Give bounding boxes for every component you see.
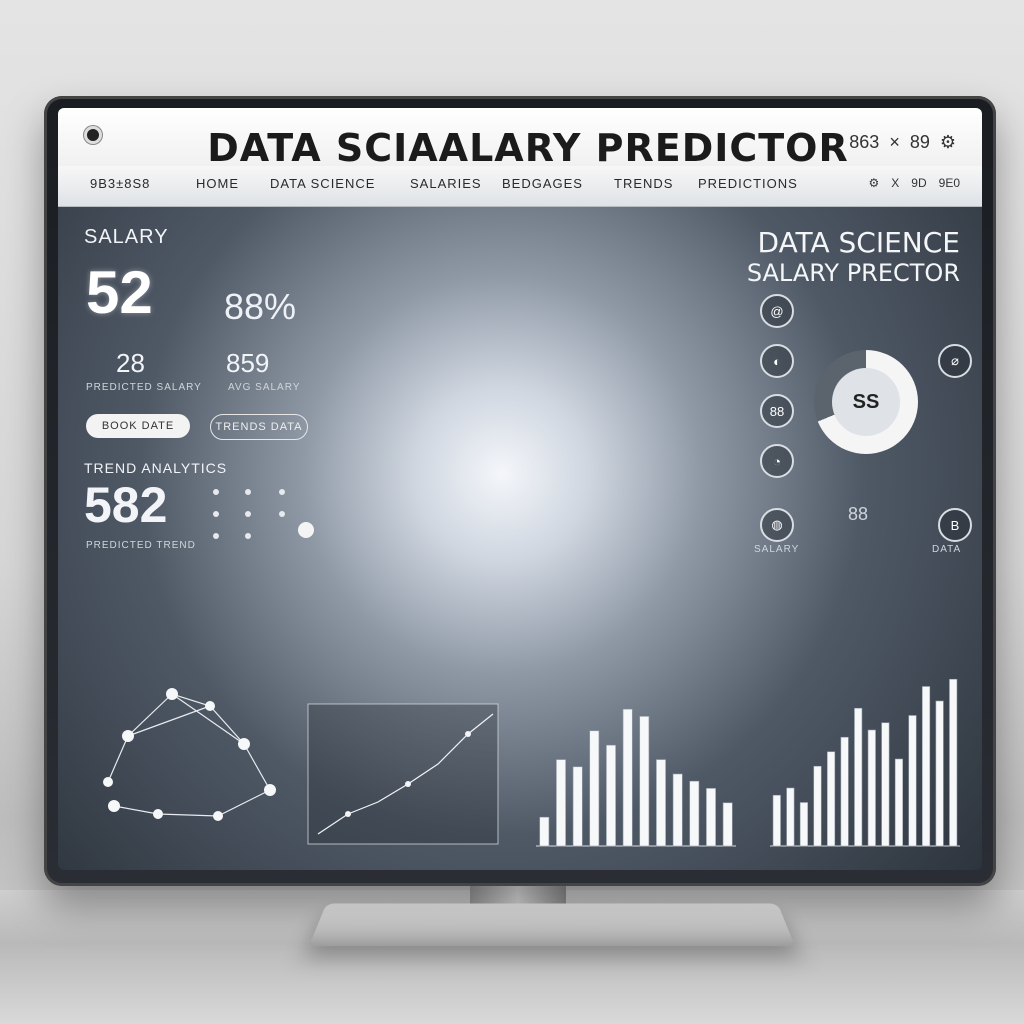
trend-label: TREND ANALYTICS [84, 460, 228, 476]
center-chart-bar-11 [706, 788, 716, 847]
right-chart-bar-6 [840, 736, 849, 847]
center-chart-bar-4 [589, 730, 600, 847]
right-icon-4[interactable]: ◔ [760, 444, 794, 478]
nav-control-a[interactable]: 9D [911, 176, 927, 190]
nav-item-data-science[interactable]: DATA SCIENCE [270, 176, 376, 191]
center-chart-bar-3 [572, 766, 583, 847]
salary-label: SALARY [84, 226, 169, 248]
right-title-line1: DATA SCIENCE [757, 226, 961, 259]
right-chart-bar-13 [935, 700, 944, 847]
bar-chart-center [536, 708, 736, 847]
trend-caption: PREDICTED TREND [86, 540, 196, 551]
monitor-stand-base [308, 903, 796, 947]
center-chart-bar-1 [539, 816, 550, 847]
nav-item-predictions[interactable]: PREDICTIONS [698, 176, 798, 191]
bar-chart-right [770, 678, 960, 847]
center-chart-bar-6 [622, 708, 633, 847]
monitor-frame: DATA SCIAALARY PREDICTOR 863 × 89 ⚙ 9B3±… [44, 96, 996, 886]
nav-item-trends[interactable]: TRENDS [614, 176, 674, 191]
settings-icon[interactable]: ⚙ [939, 132, 956, 152]
scatter-panel [307, 703, 499, 845]
left-dot-grid [213, 489, 314, 539]
close-icon[interactable]: × [889, 132, 900, 152]
right-icon-1[interactable]: @ [760, 294, 794, 328]
right-chart-bar-9 [881, 722, 890, 847]
book-date-button[interactable]: BOOK DATE [86, 414, 190, 438]
right-icon-5[interactable]: ◍ [760, 508, 794, 542]
center-chart-bar-10 [689, 780, 700, 847]
page-title: DATA SCIAALARY PREDICTOR [207, 126, 849, 170]
window-control-3[interactable]: 89 [909, 132, 930, 152]
right-chart-bar-5 [827, 751, 836, 847]
center-chart-bar-7 [639, 716, 650, 847]
trends-data-button[interactable]: TRENDS DATA [210, 414, 308, 440]
dashboard-screen: DATA SCIAALARY PREDICTOR 863 × 89 ⚙ 9B3±… [58, 108, 982, 870]
center-chart-bar-12 [722, 802, 733, 847]
right-icon-2[interactable]: ◐ [760, 344, 794, 378]
right-node-text: 88 [848, 504, 869, 524]
gauge-label: SS [832, 368, 900, 436]
center-chart-bar-9 [672, 773, 683, 847]
right-caption-a: SALARY [754, 544, 800, 555]
nav-settings-icon[interactable]: ⚙ [868, 176, 880, 190]
right-chart-bar-2 [786, 787, 795, 847]
right-chart-bar-1 [772, 794, 781, 847]
nav-bar: 9B3±8S8 HOME DATA SCIENCE SALARIES BEDGA… [58, 166, 982, 207]
nav-close-icon[interactable]: X [891, 176, 900, 190]
center-chart-bar-2 [556, 759, 566, 847]
right-chart-bar-7 [854, 707, 863, 847]
right-chart-bar-12 [922, 686, 931, 847]
right-chart-bar-11 [908, 715, 917, 847]
salary-value: 52 [86, 259, 153, 326]
nav-control-b[interactable]: 9E0 [938, 176, 960, 190]
nav-right-controls: ⚙ X 9D 9E0 [869, 176, 960, 190]
network-graph [103, 688, 276, 821]
salary-gauge: SS [814, 350, 918, 454]
right-icon-3[interactable]: 88 [760, 394, 794, 428]
stat-a-value: 28 [116, 348, 145, 378]
nav-item-home[interactable]: HOME [196, 176, 239, 191]
window-control-1[interactable]: 863 [849, 132, 880, 152]
stat-b-caption: AVG SALARY [228, 382, 301, 393]
right-icon-6[interactable]: ⌀ [938, 344, 972, 378]
right-panel-title: DATA SCIENCE SALARY PRECTOR [747, 226, 960, 287]
right-title-line2: SALARY PRECTOR [746, 259, 960, 287]
right-caption-b: DATA [932, 544, 962, 555]
center-chart-bar-8 [656, 759, 666, 847]
stat-b-value: 859 [226, 348, 270, 378]
nav-item-bedgages[interactable]: BEDGAGES [502, 176, 583, 191]
app-logo-icon [84, 126, 102, 144]
window-controls: 863 × 89 ⚙ [849, 132, 956, 153]
center-chart-bar-5 [606, 744, 616, 847]
right-chart-bar-3 [799, 802, 808, 847]
stat-a-caption: PREDICTED SALARY [86, 382, 202, 393]
right-chart-bar-4 [813, 765, 822, 847]
percent-value: 88% [224, 286, 297, 327]
right-chart-bar-14 [949, 678, 958, 847]
nav-item-brand[interactable]: 9B3±8S8 [90, 176, 151, 191]
right-chart-bar-10 [894, 758, 903, 847]
right-icon-7[interactable]: B [938, 508, 972, 542]
nav-item-salaries[interactable]: SALARIES [410, 176, 482, 191]
trend-value: 582 [84, 477, 168, 533]
right-chart-bar-8 [867, 729, 876, 847]
